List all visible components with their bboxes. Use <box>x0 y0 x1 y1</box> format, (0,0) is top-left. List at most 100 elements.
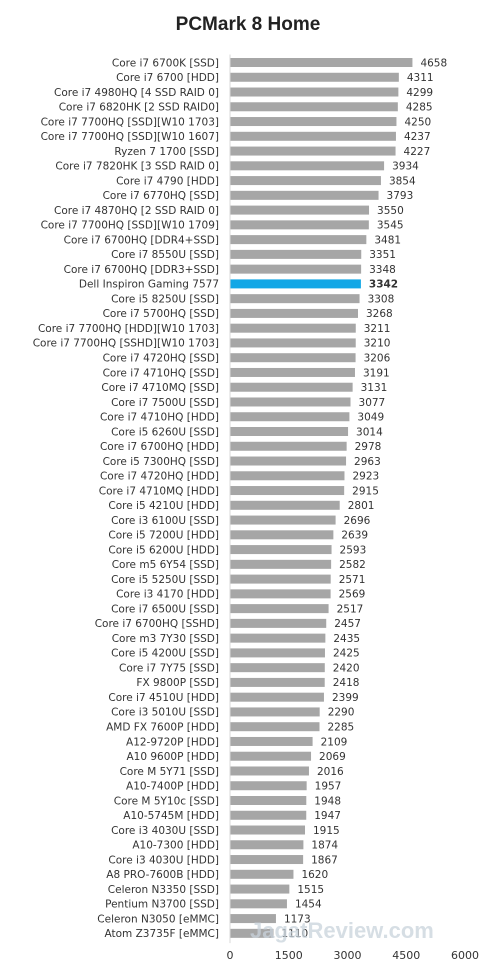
category-label: Core i3 4170 [HDD] <box>116 589 219 601</box>
bar <box>230 884 290 894</box>
category-label: Core i5 4210U [HDD] <box>108 500 219 512</box>
value-label: 4237 <box>404 131 431 143</box>
category-label: Core i7 6820HK [2 SSD RAID0] <box>59 102 219 114</box>
value-label: 2425 <box>333 648 360 660</box>
category-label: Core m3 7Y30 [SSD] <box>112 633 219 645</box>
bar <box>230 840 304 850</box>
value-label: 2285 <box>327 722 354 734</box>
category-label: A10 9600P [HDD] <box>126 751 219 763</box>
category-label: Core i7 6770HQ [SSD] <box>103 190 219 202</box>
category-label: A12-9720P [HDD] <box>126 736 219 748</box>
bar <box>230 515 336 525</box>
bar <box>230 338 356 348</box>
value-label: 2399 <box>332 692 359 704</box>
value-label: 3210 <box>364 338 391 350</box>
value-label: 4227 <box>404 146 431 158</box>
value-label: 2963 <box>354 456 381 468</box>
value-label: 2569 <box>339 589 366 601</box>
value-label: 2016 <box>317 766 344 778</box>
category-label: A10-7400P [HDD] <box>126 781 219 793</box>
bar <box>230 87 399 97</box>
value-label: 2435 <box>333 633 360 645</box>
category-label: Core i3 6100U [SSD] <box>111 515 219 527</box>
category-label: Core i7 7Y75 [SSD] <box>119 662 219 674</box>
bar <box>230 205 370 215</box>
bar <box>230 869 294 879</box>
category-label: Atom Z3735F [eMMC] <box>104 928 219 940</box>
value-label: 3550 <box>377 205 404 217</box>
chart-title: PCMark 8 Home <box>176 14 321 35</box>
category-label: Core i3 4030U [HDD] <box>108 854 219 866</box>
value-label: 2582 <box>339 559 366 571</box>
bar <box>230 914 276 924</box>
bar <box>230 220 369 230</box>
bar <box>230 618 327 628</box>
category-label: Dell Inspiron Gaming 7577 <box>79 279 219 291</box>
bar <box>230 456 347 466</box>
category-label: Core i7 4790 [HDD] <box>116 175 219 187</box>
bar <box>230 58 413 67</box>
bar <box>230 855 304 865</box>
value-label: 3481 <box>374 234 401 246</box>
bar <box>230 574 331 584</box>
value-label: 1874 <box>311 840 338 852</box>
category-label: Core i7 6700 [HDD] <box>116 72 219 84</box>
value-label: 4250 <box>404 116 431 128</box>
category-label: Core i7 7700HQ [SSD][W10 1703] <box>41 116 219 128</box>
bar <box>230 604 329 614</box>
category-label: Core i7 6500U [SSD] <box>111 603 219 615</box>
category-label: Core i3 4030U [SSD] <box>111 825 219 837</box>
category-label: Core i7 6700HQ [DDR4+SSD] <box>64 234 219 246</box>
bar <box>230 117 397 127</box>
bar <box>230 161 385 171</box>
category-label: Core i7 6700HQ [DDR3+SSD] <box>64 264 219 276</box>
value-label: 3049 <box>357 412 384 424</box>
bar <box>230 353 356 363</box>
bar <box>230 131 396 141</box>
category-label: Core i7 4720HQ [SSD] <box>103 353 219 365</box>
value-label: 3131 <box>361 382 388 394</box>
category-label: Core i3 5010U [SSD] <box>111 707 219 719</box>
bar <box>230 235 367 245</box>
value-label: 3268 <box>366 308 393 320</box>
value-label: 3934 <box>392 161 419 173</box>
value-label: 3308 <box>368 293 395 305</box>
category-label: Core i5 4200U [SSD] <box>111 648 219 660</box>
bar <box>230 294 360 304</box>
bar <box>230 648 325 658</box>
value-label: 3206 <box>364 353 391 365</box>
value-label: 4299 <box>406 87 433 99</box>
category-label: Ryzen 7 1700 [SSD] <box>114 146 219 158</box>
category-label: Core i7 6700HQ [HDD] <box>100 441 219 453</box>
bar <box>230 530 334 540</box>
value-label: 1173 <box>284 913 311 925</box>
category-label: A10-7300 [HDD] <box>132 840 219 852</box>
value-label: 1454 <box>295 899 322 911</box>
category-label: Core i7 4720HQ [HDD] <box>100 471 219 483</box>
bar <box>230 500 340 510</box>
category-label: Core i7 7700HQ [SSD][W10 1607] <box>41 131 219 143</box>
value-label: 3014 <box>356 426 383 438</box>
bar <box>230 146 396 156</box>
x-tick-label: 4500 <box>392 949 420 962</box>
bar <box>230 471 345 481</box>
category-label: Core i5 8250U [SSD] <box>111 293 219 305</box>
value-label: 2923 <box>352 471 379 483</box>
bar <box>230 766 309 776</box>
category-label: Core i7 4980HQ [4 SSD RAID 0] <box>54 87 219 99</box>
value-label: 3342 <box>369 279 398 291</box>
value-label: 3211 <box>364 323 391 335</box>
value-label: 2593 <box>340 544 367 556</box>
bar <box>230 412 350 422</box>
bar-group: Core i7 6700K [SSD] 4658 Core i7 6700 [HDD… <box>33 54 447 944</box>
category-label: Core i5 6260U [SSD] <box>111 426 219 438</box>
value-label: 3348 <box>369 264 396 276</box>
value-label: 2420 <box>333 662 360 674</box>
bar <box>230 796 307 805</box>
highlight-bar <box>230 279 361 289</box>
category-label: Core i7 4510U [HDD] <box>108 692 219 704</box>
category-label: Core m5 6Y54 [SSD] <box>112 559 219 571</box>
category-label: Core i7 7820HK [3 SSD RAID 0] <box>55 161 219 173</box>
category-label: Core i5 6200U [HDD] <box>108 544 219 556</box>
bar <box>230 928 274 938</box>
